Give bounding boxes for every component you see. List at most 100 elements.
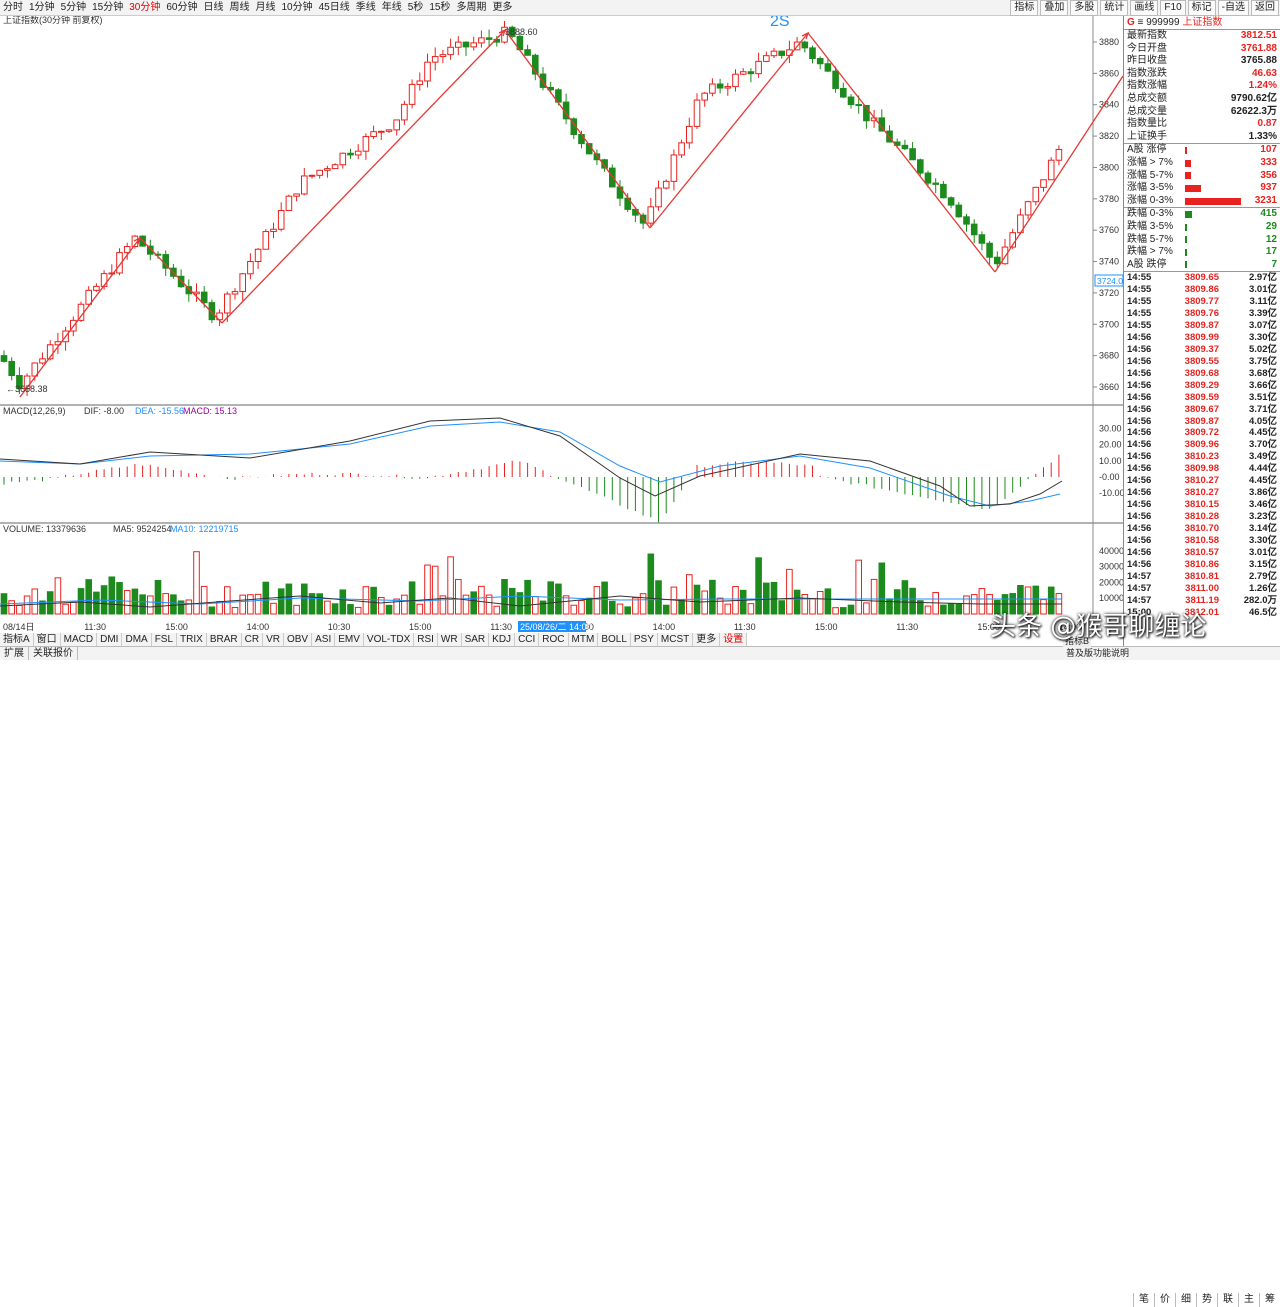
period-tab[interactable]: 年线: [381, 2, 402, 13]
volume-bar: [593, 586, 601, 615]
period-tab[interactable]: 15秒: [429, 2, 451, 13]
panel-tab[interactable]: 笔: [1133, 1293, 1154, 1307]
tool-button[interactable]: F10: [1160, 0, 1186, 16]
indicator-tab[interactable]: VOL-TDX: [364, 633, 415, 646]
time-axis-label: 10:30: [328, 622, 351, 632]
indicator-tab[interactable]: TRIX: [177, 633, 207, 646]
indicator-tab[interactable]: FSL: [152, 633, 178, 646]
period-tab[interactable]: 10分钟: [281, 2, 313, 13]
candle-body: [347, 152, 354, 156]
volume-bar: [724, 603, 732, 615]
indicator-tab[interactable]: 指标A: [0, 633, 34, 646]
period-tab[interactable]: 分时: [3, 2, 23, 13]
period-tab[interactable]: 日线: [203, 2, 224, 13]
indicator-tab[interactable]: ROC: [539, 633, 569, 646]
distribution-label: A股 跌停: [1127, 258, 1167, 270]
indicator-tab[interactable]: MCST: [658, 633, 694, 646]
period-tab[interactable]: 季线: [355, 2, 376, 13]
price-axis-label: 3880: [1099, 37, 1119, 47]
period-tab[interactable]: 45日线: [318, 2, 350, 13]
period-tab[interactable]: 周线: [229, 2, 250, 13]
period-tab[interactable]: 月线: [255, 2, 276, 13]
panel-tab[interactable]: 细: [1175, 1293, 1196, 1307]
tick-amount: 3.86亿: [1249, 487, 1277, 499]
kline-chart[interactable]: 3880 3860 3840 3820 3800 3780 3760 3740 3720 3700…: [0, 16, 1123, 633]
indicator-tab[interactable]: KDJ: [489, 633, 516, 646]
period-tab[interactable]: 60分钟: [166, 2, 198, 13]
help-link[interactable]: 普及版功能说明: [1066, 648, 1130, 658]
indicator-tab[interactable]: PSY: [631, 633, 658, 646]
volume-bar: [308, 593, 316, 615]
indicator-tab[interactable]: DMI: [97, 633, 123, 646]
tool-button[interactable]: 标记: [1187, 0, 1216, 16]
indicator-tab[interactable]: OBV: [284, 633, 313, 646]
volume-bar: [424, 564, 431, 615]
candle-body: [801, 41, 809, 49]
indicator-tab[interactable]: DMA: [122, 633, 152, 646]
panel-tab[interactable]: 筹: [1259, 1293, 1280, 1307]
period-tab[interactable]: 5分钟: [60, 2, 87, 13]
distribution-label: 跌幅 3-5%: [1127, 220, 1174, 232]
indicator-tab[interactable]: 更多: [693, 633, 721, 646]
period-tab[interactable]: 15分钟: [92, 2, 124, 13]
indicator-tab[interactable]: WR: [438, 633, 462, 646]
tick-time: 14:55: [1127, 320, 1152, 332]
indicator-tab[interactable]: CCI: [515, 633, 540, 646]
indicator-tab[interactable]: RSI: [414, 633, 438, 646]
tool-button[interactable]: 多股: [1070, 0, 1099, 16]
tick-price: 3810.23: [1184, 451, 1219, 463]
candle-body: [501, 26, 508, 43]
tab-extend[interactable]: 扩展: [0, 647, 29, 660]
tick-amount: 3.49亿: [1249, 451, 1277, 463]
period-tab[interactable]: 多周期: [456, 2, 487, 13]
indicator-tab[interactable]: SAR: [462, 633, 490, 646]
volume-bar: [293, 604, 300, 615]
tool-button[interactable]: 统计: [1100, 0, 1129, 16]
indicator-tab[interactable]: BOLL: [598, 633, 631, 646]
volume-bar: [585, 597, 593, 615]
indicator-tab[interactable]: CR: [242, 633, 264, 646]
distribution-bar: [1185, 223, 1187, 231]
tick-price: 3809.55: [1184, 355, 1219, 367]
indicator-tab[interactable]: 设置: [720, 633, 748, 646]
panel-tab[interactable]: 价: [1154, 1293, 1175, 1307]
period-tab[interactable]: 1分钟: [29, 2, 55, 13]
cursor-price-label: 3724.0: [1097, 276, 1123, 286]
time-axis-label: 15:00: [165, 622, 188, 632]
indicator-tab[interactable]: MACD: [61, 633, 98, 646]
volume-bar: [200, 585, 208, 615]
tab-related-quotes[interactable]: 关联报价: [29, 647, 78, 660]
indicator-tab[interactable]: ASI: [312, 633, 336, 646]
tick-amount: 4.45亿: [1249, 427, 1277, 439]
time-axis-label: 08/14日: [3, 622, 35, 632]
panel-tab[interactable]: 联: [1217, 1293, 1238, 1307]
distribution-row: 涨幅 > 7% 333: [1124, 157, 1280, 170]
panel-tab[interactable]: 势: [1196, 1293, 1217, 1307]
trend-line: [504, 29, 651, 229]
tool-button[interactable]: 叠加: [1040, 0, 1069, 16]
volume-bar: [39, 600, 46, 615]
tool-button[interactable]: 指标: [1010, 0, 1039, 16]
volume-bar: [824, 588, 832, 615]
indicator-tab[interactable]: BRAR: [207, 633, 242, 646]
volume-bar: [940, 604, 947, 615]
panel-tab[interactable]: 主: [1238, 1293, 1259, 1307]
tool-button[interactable]: 画线: [1130, 0, 1159, 16]
tool-button[interactable]: 返回: [1251, 0, 1279, 16]
candle-body: [693, 99, 701, 127]
indicator-tab[interactable]: EMV: [335, 633, 364, 646]
tool-button[interactable]: -自选: [1217, 0, 1249, 16]
period-tab[interactable]: 更多: [492, 2, 513, 13]
volume-title: VOLUME: 13379636: [3, 524, 86, 534]
volume-bar: [847, 604, 855, 615]
volume-bar: [840, 607, 847, 615]
period-tab[interactable]: 30分钟: [129, 2, 161, 13]
candle-body: [485, 37, 493, 40]
up-distribution: A股 涨停 107 涨幅 > 7% 333 涨幅 5-7% 356 涨幅 3-5% 937 涨幅…: [1124, 144, 1280, 207]
macd-axis-label: 20.00: [1099, 440, 1122, 450]
indicator-b-tab[interactable]: 指标B: [1063, 634, 1092, 647]
indicator-tab[interactable]: VR: [263, 633, 284, 646]
indicator-tab[interactable]: 窗口: [34, 633, 61, 646]
period-tab[interactable]: 5秒: [407, 2, 424, 13]
indicator-tab[interactable]: MTM: [569, 633, 599, 646]
